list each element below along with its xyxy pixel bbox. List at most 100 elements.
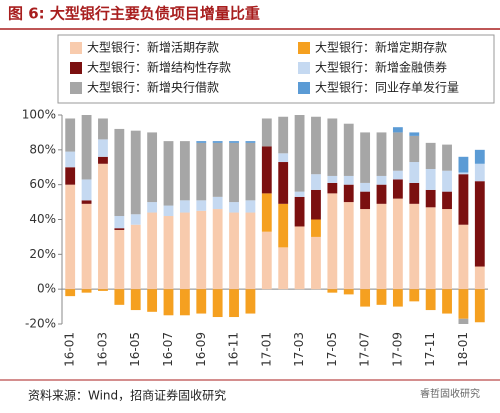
bar-segment — [409, 289, 420, 302]
x-tick-label: 17-03 — [292, 332, 306, 367]
bar-segment — [327, 182, 338, 194]
bar-segment — [327, 175, 338, 183]
x-tick-label: 17-07 — [358, 332, 372, 367]
bar-segment — [425, 289, 436, 311]
bar-segment — [376, 132, 387, 176]
bar-segment — [130, 224, 141, 290]
bar-segment — [98, 118, 108, 140]
x-tick-label: 17-11 — [423, 332, 437, 367]
bar-segment — [229, 212, 239, 290]
bar-segment — [376, 289, 387, 305]
bar-segment — [425, 207, 436, 290]
bar-segment — [474, 289, 485, 323]
bar-segment — [376, 175, 387, 185]
y-tick-label: 80% — [29, 142, 56, 156]
y-tick-label: 40% — [29, 212, 56, 226]
bar-segment — [458, 174, 469, 225]
y-tick-label: -20% — [25, 317, 56, 331]
bar-segment — [392, 289, 403, 307]
bar-segment — [442, 191, 452, 210]
y-tick-label: 0% — [37, 282, 56, 296]
legend-label: 大型银行：同业存单发行量 — [315, 80, 459, 95]
bar-segment — [245, 289, 256, 314]
bar-segment — [278, 162, 289, 204]
legend-swatch — [70, 62, 82, 74]
bar-segment — [458, 156, 469, 173]
bar-segment — [65, 289, 76, 297]
x-tick-label: 17-05 — [325, 332, 339, 367]
bar-segment — [229, 289, 239, 318]
bar-segment — [278, 153, 289, 163]
bar-segment — [294, 191, 305, 197]
bar-segment — [98, 289, 108, 291]
bar-segment — [343, 184, 354, 203]
bar-segment — [147, 132, 158, 203]
watermark: 睿哲固收研究 — [420, 387, 480, 400]
bar-segment — [442, 209, 452, 290]
x-tick-label: 16-09 — [194, 332, 208, 367]
bar-segment — [261, 146, 272, 194]
bar-segment — [229, 142, 239, 203]
bar-segment — [343, 289, 354, 295]
bar-segment — [130, 289, 141, 311]
bar-segment — [392, 170, 403, 180]
bar-segment — [114, 128, 125, 217]
bar-segment — [65, 167, 76, 185]
bar-segment — [179, 141, 190, 201]
bar-segment — [81, 203, 92, 290]
bar-segment — [311, 116, 321, 175]
bar-segment — [98, 163, 108, 290]
x-tick-label: 18-01 — [456, 332, 470, 367]
bar-segment — [179, 200, 190, 213]
bar-segment — [245, 212, 256, 290]
bar-segment — [65, 151, 76, 168]
bar-segment — [311, 189, 321, 220]
bar-segment — [196, 142, 207, 201]
bar-segment — [474, 149, 485, 164]
bar-segment — [81, 115, 92, 180]
x-tick-label: 16-11 — [227, 332, 241, 367]
bar-segment — [409, 182, 420, 204]
bar-segment — [245, 141, 256, 143]
bar-segment — [294, 196, 305, 227]
bar-segment — [294, 115, 305, 192]
bar-segment — [261, 118, 272, 147]
bar-segment — [360, 209, 371, 290]
bar-segment — [114, 216, 125, 229]
bar-segment — [392, 198, 403, 290]
bar-segment — [409, 162, 420, 183]
bar-segment — [81, 289, 92, 293]
bar-segment — [163, 289, 174, 316]
bar-segment — [327, 118, 338, 176]
bar-segment — [392, 179, 403, 199]
bar-segment — [163, 216, 174, 290]
bar-segment — [360, 182, 371, 192]
bar-segment — [409, 203, 420, 290]
bar-segment — [425, 168, 436, 190]
bar-segment — [360, 132, 371, 183]
bar-segment — [147, 212, 158, 290]
bar-segment — [196, 141, 207, 143]
bar-segment — [196, 210, 207, 290]
legend-swatch — [298, 82, 310, 94]
bar-segment — [196, 200, 207, 211]
bar-segment — [425, 189, 436, 208]
y-tick-label: 20% — [29, 247, 56, 261]
bar-segment — [474, 266, 485, 290]
bar-segment — [442, 289, 452, 314]
source-note: 资料来源：Wind，招商证券固收研究 — [28, 388, 226, 403]
x-tick-label: 16-03 — [95, 332, 109, 367]
bar-segment — [229, 141, 239, 143]
bar-segment — [360, 191, 371, 210]
legend-swatch — [298, 62, 310, 74]
bar-segment — [327, 289, 338, 293]
y-tick-label: 60% — [29, 177, 56, 191]
legend-swatch — [70, 42, 82, 54]
bar-segment — [392, 127, 403, 133]
bar-segment — [130, 130, 141, 215]
bar-segment — [458, 172, 469, 175]
bar-segment — [409, 135, 420, 163]
bar-segment — [98, 156, 108, 164]
bar-segment — [458, 289, 469, 319]
